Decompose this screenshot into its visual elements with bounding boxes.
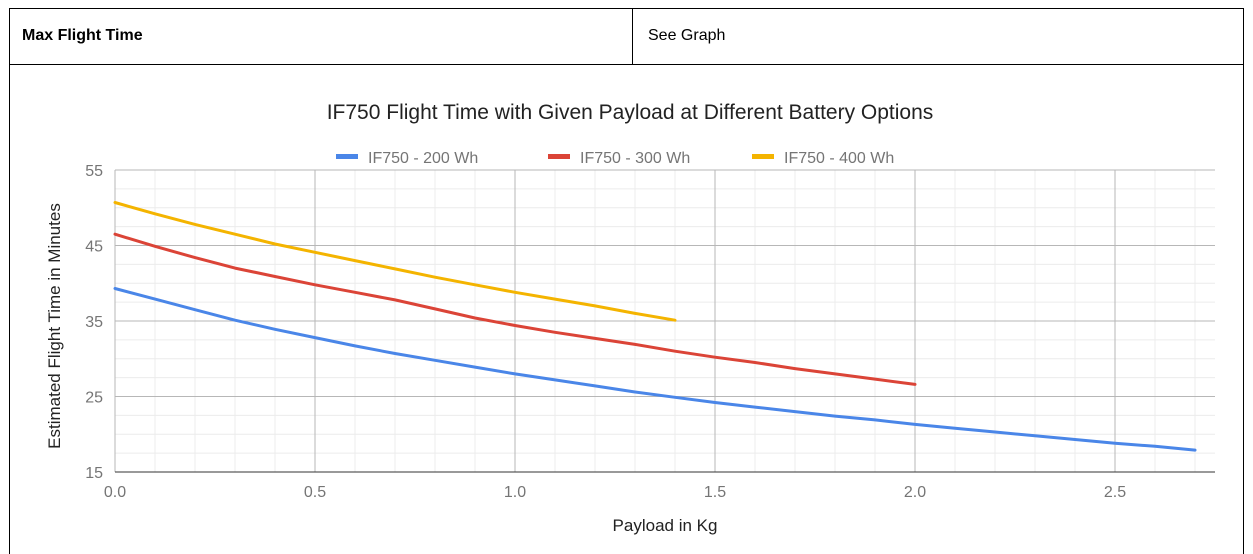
series-line: [113, 201, 677, 322]
spec-label: Max Flight Time: [22, 27, 143, 44]
series-lines: [113, 201, 1197, 452]
spec-value: See Graph: [648, 27, 726, 44]
spec-row-max-flight-time: Max Flight Time See Graph: [10, 9, 1243, 65]
legend-label: IF750 - 300 Wh: [580, 150, 690, 167]
chart-title: IF750 Flight Time with Given Payload at …: [327, 101, 934, 124]
series-line: [113, 287, 1197, 452]
legend-label: IF750 - 400 Wh: [784, 150, 894, 167]
legend-swatch: [548, 154, 570, 159]
legend-label: IF750 - 200 Wh: [368, 150, 478, 167]
y-tick-label: 35: [85, 314, 103, 331]
y-tick-label: 15: [85, 465, 103, 482]
x-tick-label: 1.5: [704, 484, 726, 501]
x-tick-label: 0.5: [304, 484, 326, 501]
y-tick-label: 25: [85, 390, 103, 407]
legend-swatch: [752, 154, 774, 159]
x-tick-label: 2.5: [1104, 484, 1126, 501]
x-axis-label: Payload in Kg: [613, 516, 718, 535]
column-divider: [632, 9, 633, 65]
major-gridlines: [114, 169, 1215, 473]
y-tick-label: 55: [85, 163, 103, 180]
x-tick-label: 1.0: [504, 484, 526, 501]
x-tick-label: 2.0: [904, 484, 926, 501]
y-tick-label: 45: [85, 239, 103, 256]
chart-legend: IF750 - 200 Wh IF750 - 300 Wh IF750 - 400 …: [336, 150, 894, 167]
x-axis-ticks: 0.0 0.5 1.0 1.5 2.0 2.5: [104, 484, 1126, 501]
y-axis-label: Estimated Flight Time in Minutes: [45, 203, 64, 449]
x-tick-label: 0.0: [104, 484, 126, 501]
spec-table: Max Flight Time See Graph: [9, 8, 1244, 554]
y-axis-ticks: 15 25 35 45 55: [85, 163, 103, 482]
legend-swatch: [336, 154, 358, 159]
series-line: [113, 232, 917, 386]
